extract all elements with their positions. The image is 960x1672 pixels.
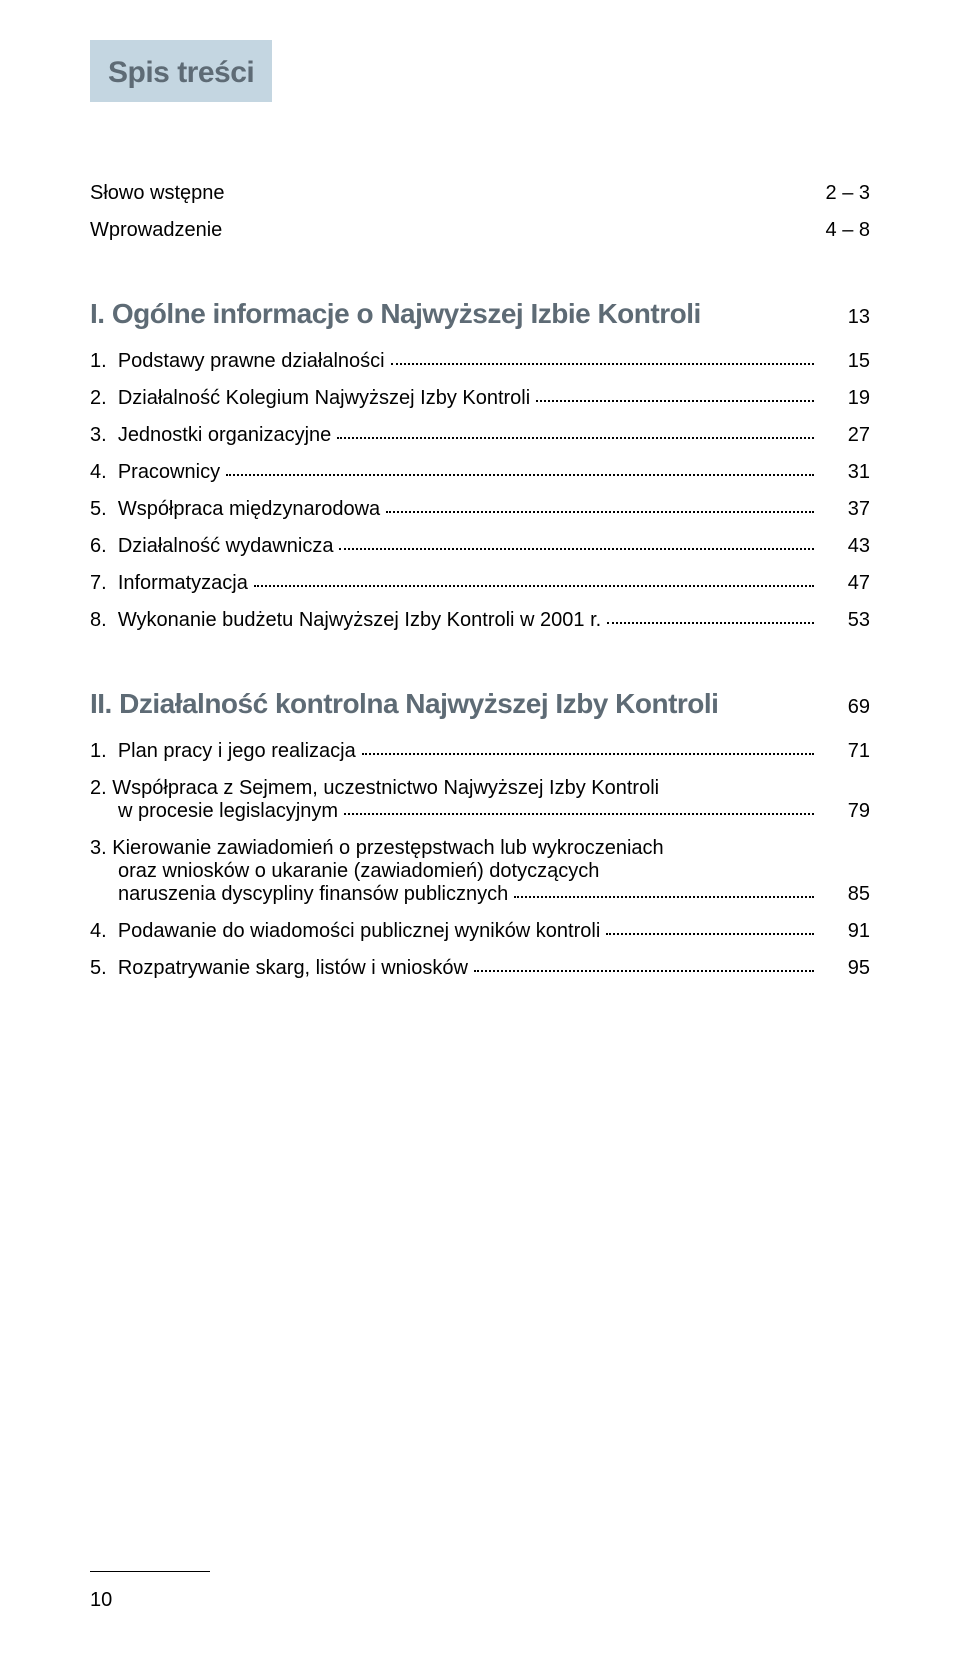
leader-dots bbox=[391, 363, 814, 365]
toc-row: 3. Jednostki organizacyjne 27 bbox=[90, 424, 870, 447]
toc-row: 4. Pracownicy 31 bbox=[90, 461, 870, 484]
leader-dots bbox=[536, 400, 814, 402]
item-label: 1. Plan pracy i jego realizacja bbox=[90, 740, 356, 763]
toc-row: 5. Współpraca międzynarodowa 37 bbox=[90, 498, 870, 521]
section-title: II. Działalność kontrolna Najwyższej Izb… bbox=[90, 688, 718, 720]
intro-row: Słowo wstępne 2 – 3 bbox=[90, 182, 870, 205]
leader-dots bbox=[474, 970, 814, 972]
leader-dots bbox=[337, 437, 814, 439]
item-page: 47 bbox=[820, 572, 870, 595]
item-label: 2. Działalność Kolegium Najwyższej Izby … bbox=[90, 387, 530, 410]
leader-dots bbox=[226, 474, 814, 476]
item-page: 79 bbox=[820, 800, 870, 823]
section-items: 1. Podstawy prawne działalności 15 2. Dz… bbox=[90, 350, 870, 632]
item-label: 5. Rozpatrywanie skarg, listów i wnioskó… bbox=[90, 957, 468, 980]
leader-dots bbox=[386, 511, 814, 513]
item-label: 8. Wykonanie budżetu Najwyższej Izby Kon… bbox=[90, 609, 601, 632]
item-page: 85 bbox=[820, 883, 870, 906]
item-page: 71 bbox=[820, 740, 870, 763]
leader-dots bbox=[339, 548, 814, 550]
leader-dots bbox=[514, 896, 814, 898]
toc-row: 1. Plan pracy i jego realizacja 71 bbox=[90, 740, 870, 763]
item-label: 4. Podawanie do wiadomości publicznej wy… bbox=[90, 920, 600, 943]
section-page: 69 bbox=[820, 696, 870, 719]
page-title: Spis treści bbox=[108, 56, 254, 90]
intro-block: Słowo wstępne 2 – 3 Wprowadzenie 4 – 8 bbox=[90, 182, 870, 242]
intro-page: 2 – 3 bbox=[820, 182, 870, 205]
toc-row: 7. Informatyzacja 47 bbox=[90, 572, 870, 595]
item-line: 3. Kierowanie zawiadomień o przestępstwa… bbox=[90, 837, 870, 860]
intro-row: Wprowadzenie 4 – 8 bbox=[90, 219, 870, 242]
item-label: 3. Jednostki organizacyjne bbox=[90, 424, 331, 447]
item-line-last: w procesie legislacyjnym 79 bbox=[90, 800, 870, 823]
spacer bbox=[231, 196, 814, 197]
toc-row-multiline: 3. Kierowanie zawiadomień o przestępstwa… bbox=[90, 837, 870, 906]
item-page: 95 bbox=[820, 957, 870, 980]
item-page: 53 bbox=[820, 609, 870, 632]
section-page: 13 bbox=[820, 306, 870, 329]
item-label: w procesie legislacyjnym bbox=[90, 800, 338, 823]
item-page: 15 bbox=[820, 350, 870, 373]
toc-row: 2. Działalność Kolegium Najwyższej Izby … bbox=[90, 387, 870, 410]
page-container: Spis treści Słowo wstępne 2 – 3 Wprowadz… bbox=[0, 0, 960, 980]
header-bar: Spis treści bbox=[90, 40, 272, 102]
item-page: 31 bbox=[820, 461, 870, 484]
item-page: 27 bbox=[820, 424, 870, 447]
item-page: 37 bbox=[820, 498, 870, 521]
toc-row: 5. Rozpatrywanie skarg, listów i wnioskó… bbox=[90, 957, 870, 980]
page-number: 10 bbox=[90, 1589, 112, 1612]
item-label: 6. Działalność wydawnicza bbox=[90, 535, 333, 558]
toc-row: 8. Wykonanie budżetu Najwyższej Izby Kon… bbox=[90, 609, 870, 632]
item-label: 4. Pracownicy bbox=[90, 461, 220, 484]
item-page: 91 bbox=[820, 920, 870, 943]
item-line: oraz wniosków o ukaranie (zawiadomień) d… bbox=[90, 860, 870, 883]
spacer bbox=[228, 233, 814, 234]
leader-dots bbox=[344, 813, 814, 815]
intro-label: Słowo wstępne bbox=[90, 182, 225, 205]
leader-dots bbox=[254, 585, 814, 587]
item-label: 1. Podstawy prawne działalności bbox=[90, 350, 385, 373]
item-page: 43 bbox=[820, 535, 870, 558]
intro-page: 4 – 8 bbox=[820, 219, 870, 242]
section-items: 1. Plan pracy i jego realizacja 71 2. Ws… bbox=[90, 740, 870, 980]
toc-content: Słowo wstępne 2 – 3 Wprowadzenie 4 – 8 I… bbox=[90, 102, 870, 980]
item-label: 7. Informatyzacja bbox=[90, 572, 248, 595]
item-line-last: naruszenia dyscypliny finansów publiczny… bbox=[90, 883, 870, 906]
leader-dots bbox=[606, 933, 814, 935]
toc-row: 4. Podawanie do wiadomości publicznej wy… bbox=[90, 920, 870, 943]
section-heading: I. Ogólne informacje o Najwyższej Izbie … bbox=[90, 298, 870, 330]
item-label: 5. Współpraca międzynarodowa bbox=[90, 498, 380, 521]
toc-row: 6. Działalność wydawnicza 43 bbox=[90, 535, 870, 558]
intro-label: Wprowadzenie bbox=[90, 219, 222, 242]
toc-row: 1. Podstawy prawne działalności 15 bbox=[90, 350, 870, 373]
item-page: 19 bbox=[820, 387, 870, 410]
toc-row-multiline: 2. Współpraca z Sejmem, uczestnictwo Naj… bbox=[90, 777, 870, 823]
section-heading: II. Działalność kontrolna Najwyższej Izb… bbox=[90, 688, 870, 720]
item-line: 2. Współpraca z Sejmem, uczestnictwo Naj… bbox=[90, 777, 870, 800]
item-label: naruszenia dyscypliny finansów publiczny… bbox=[90, 883, 508, 906]
section-title: I. Ogólne informacje o Najwyższej Izbie … bbox=[90, 298, 701, 330]
leader-dots bbox=[362, 753, 814, 755]
footer-divider bbox=[90, 1571, 210, 1572]
leader-dots bbox=[607, 622, 814, 624]
